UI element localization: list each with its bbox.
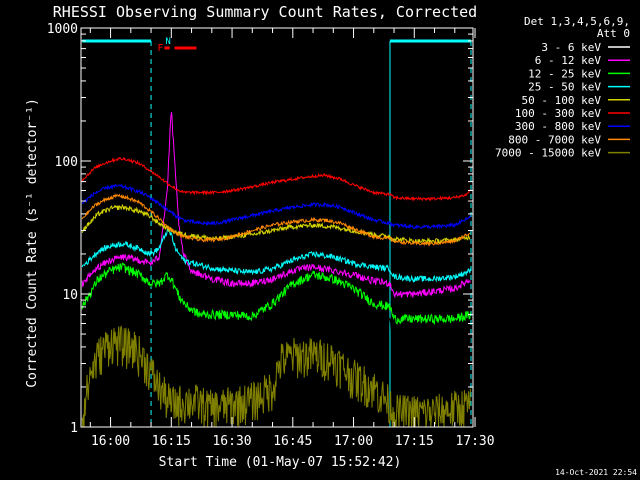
series-8 [81,324,471,428]
chart-title: RHESSI Observing Summary Count Rates, Co… [53,3,477,21]
x-axis-label: Start Time (01-May-07 15:52:42) [159,455,402,470]
legend-label-2: 12 - 25 keV [528,67,601,80]
y-axis-label: Corrected Count Rate (s⁻¹ detector⁻¹) [25,98,40,388]
y-tick-label-2: 100 [55,155,78,170]
series-4 [81,203,471,245]
series-2 [81,262,471,326]
series-5 [81,156,471,202]
legend-label-6: 300 - 800 keV [515,120,601,133]
x-tick-label-4: 17:00 [334,434,373,449]
x-tick-label-3: 16:45 [273,434,312,449]
x-tick-label-6: 17:30 [455,434,494,449]
legend-label-1: 6 - 12 keV [535,54,602,67]
y-tick-label-3: 1000 [47,22,78,37]
series-0 [81,166,471,367]
flare-indicator: FN [157,37,197,54]
y-tick-label-0: 1 [70,421,78,436]
generation-timestamp: 14-Oct-2021 22:54 [555,468,637,477]
y-tick-label-1: 10 [62,288,78,303]
legend-label-4: 50 - 100 keV [522,94,602,107]
x-tick-label-5: 17:15 [395,434,434,449]
legend-label-5: 100 - 300 keV [515,107,601,120]
legend-label-8: 7000 - 15000 keV [495,147,601,160]
legend-label-3: 25 - 50 keV [528,81,601,94]
flare-label-n: N [165,37,170,47]
x-axis: 16:00 16:15 16:30 16:45 17:00 17:15 17:30 [89,28,495,449]
legend-label-7: 800 - 7000 keV [508,133,601,146]
flare-label-f: F [157,43,163,54]
x-tick-label-2: 16:30 [212,434,251,449]
x-tick-label-0: 16:00 [91,434,130,449]
legend-header-1: Att 0 [597,27,630,40]
legend-header-0: Det 1,3,4,5,6,9, [524,15,630,28]
vertical-markers-layer [150,41,472,427]
series-7 [81,193,471,247]
series-layer [81,112,471,428]
series-3 [81,227,471,284]
series-6 [81,183,471,230]
plot-frame [80,27,474,428]
y-axis: 1 10 100 1000 [47,22,473,436]
series-1 [81,112,471,299]
x-tick-label-1: 16:15 [152,434,191,449]
legend-label-0: 3 - 6 keV [541,41,601,54]
